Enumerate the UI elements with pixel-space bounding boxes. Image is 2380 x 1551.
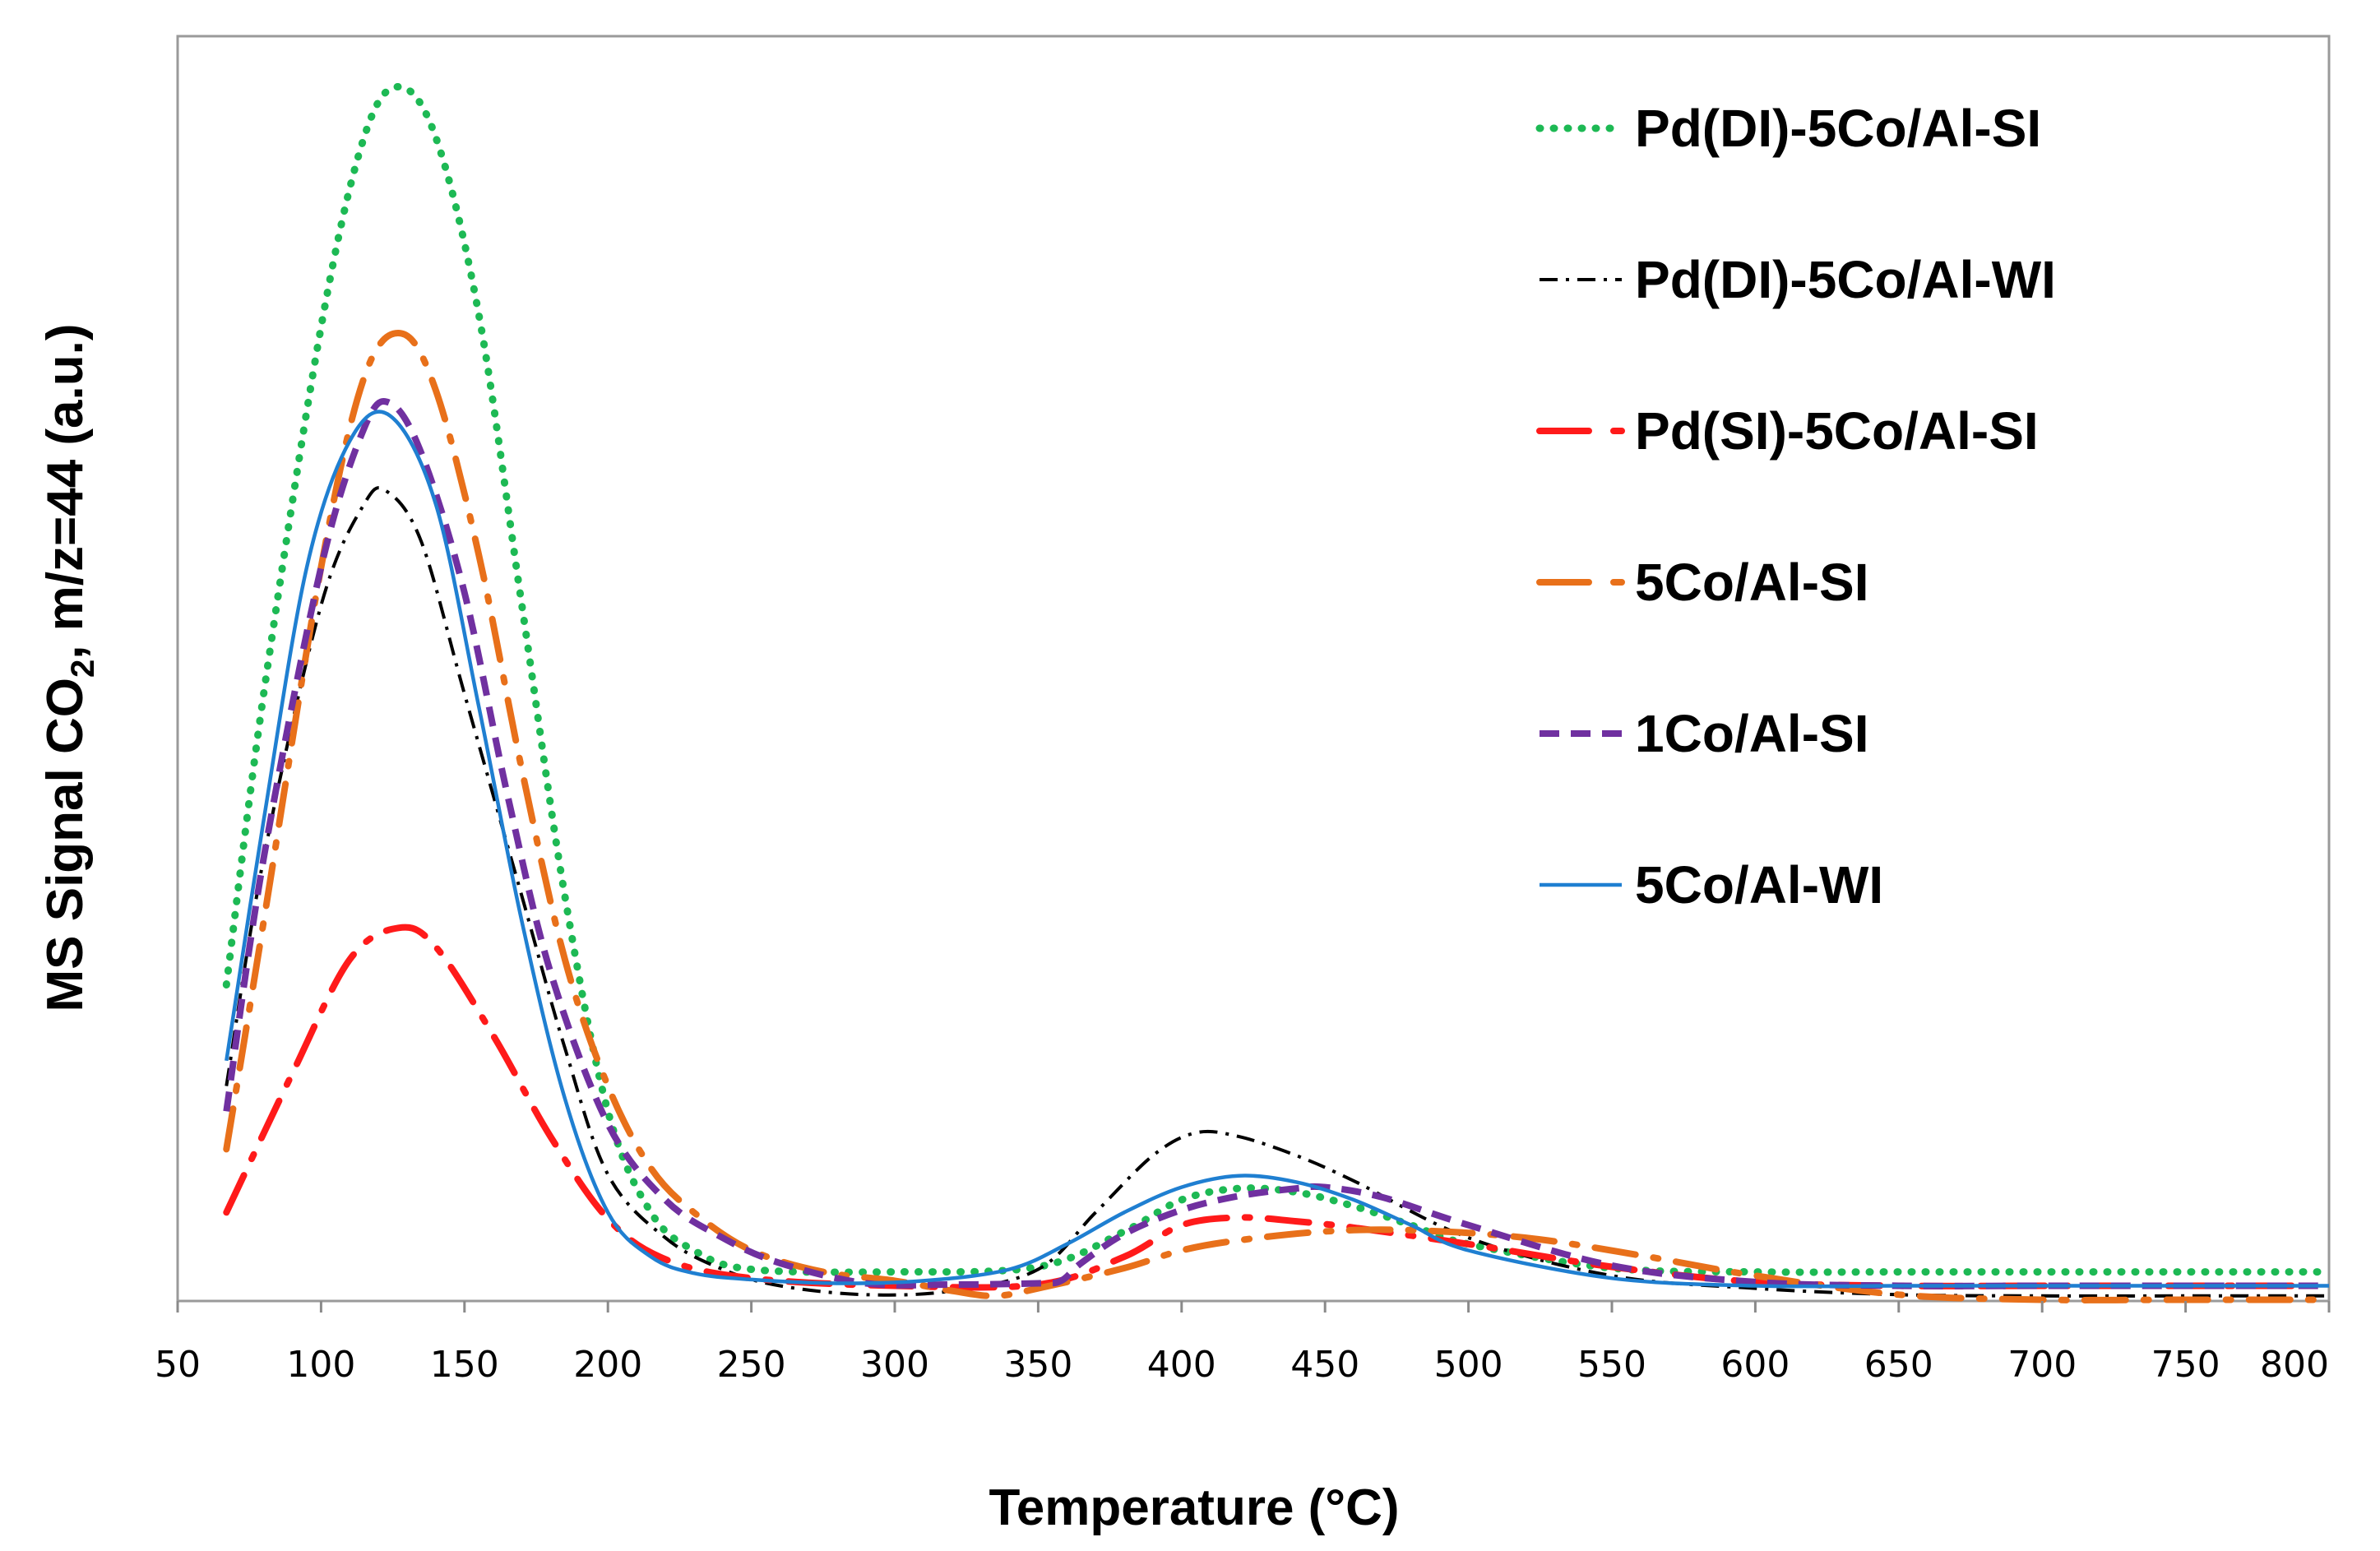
legend-label: 5Co/Al-SI xyxy=(1635,553,1868,612)
x-tick-label: 400 xyxy=(1147,1344,1216,1386)
x-axis-title: Temperature (°C) xyxy=(989,1479,1399,1536)
legend-label: 5Co/Al-WI xyxy=(1635,855,1883,914)
x-tick-label: 650 xyxy=(1864,1344,1933,1386)
series-line-6 xyxy=(225,410,2329,1289)
x-tick-label: 750 xyxy=(2151,1344,2220,1386)
x-tick-label: 600 xyxy=(1720,1344,1790,1386)
plot-area-frame xyxy=(176,35,2331,1303)
x-tick-label: 800 xyxy=(2260,1344,2329,1386)
y-axis-title-main: MS Signal CO xyxy=(37,678,94,1012)
series-layer xyxy=(222,83,2333,1303)
legend: Pd(DI)-5Co/Al-SI Pd(DI)-5Co/Al-WI Pd(SI)-5… xyxy=(1535,99,2056,914)
legend-label: 1Co/Al-SI xyxy=(1635,704,1868,763)
x-tick-label: 300 xyxy=(860,1344,929,1386)
x-tick-label: 50 xyxy=(155,1344,201,1386)
x-tick-label: 550 xyxy=(1577,1344,1646,1386)
x-tick-label: 250 xyxy=(717,1344,786,1386)
x-tick-label: 350 xyxy=(1003,1344,1072,1386)
legend-label: Pd(SI)-5Co/Al-SI xyxy=(1635,401,2039,461)
y-axis-title: MS Signal CO2, m/z=44 (a.u.) xyxy=(37,323,101,1012)
x-tick-label: 500 xyxy=(1434,1344,1503,1386)
y-axis-title-subscript: 2 xyxy=(65,660,101,678)
x-tick-label: 200 xyxy=(573,1344,642,1386)
y-axis-title-rest: , m/z=44 (a.u.) xyxy=(37,323,94,659)
x-tick-label: 150 xyxy=(430,1344,499,1386)
series-line-5 xyxy=(223,398,2329,1289)
series-line-4 xyxy=(223,330,2332,1303)
x-tick-label: 450 xyxy=(1290,1344,1359,1386)
legend-label: Pd(DI)-5Co/Al-WI xyxy=(1635,250,2056,309)
series-line-1 xyxy=(222,83,2333,1276)
legend-label: Pd(DI)-5Co/Al-SI xyxy=(1635,99,2041,158)
x-tick-label: 700 xyxy=(2007,1344,2077,1386)
x-axis: 50 100 150 200 250 300 350 400 450 500 550 600 650 70… xyxy=(155,1301,2331,1386)
x-tick-label: 100 xyxy=(286,1344,355,1386)
series-line-2 xyxy=(225,486,2329,1298)
